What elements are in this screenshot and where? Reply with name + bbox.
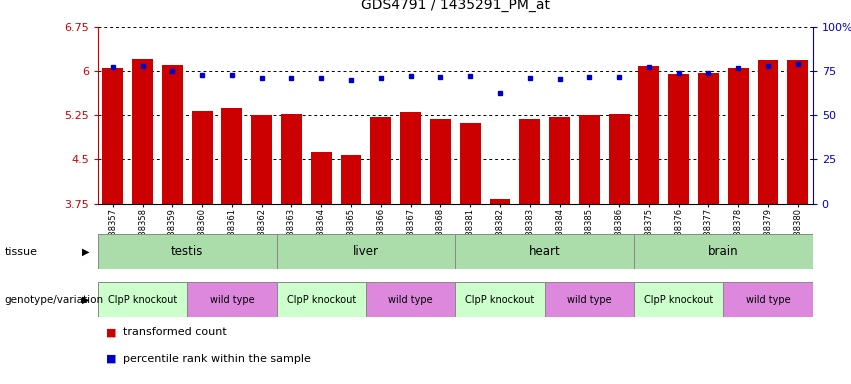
Bar (455, 282, 545, 317)
Bar (545, 282, 634, 317)
Bar (251, 115, 272, 204)
Bar (460, 123, 481, 204)
Bar (340, 155, 362, 204)
Text: wild type: wild type (567, 295, 612, 305)
Bar (549, 117, 570, 204)
Text: ▶: ▶ (82, 247, 89, 257)
Bar (634, 234, 813, 269)
Text: ■: ■ (106, 327, 117, 337)
Bar (370, 117, 391, 204)
Bar (191, 111, 213, 204)
Text: ■: ■ (106, 354, 117, 364)
Bar (366, 282, 455, 317)
Text: ClpP knockout: ClpP knockout (644, 295, 713, 305)
Text: liver: liver (353, 245, 379, 258)
Bar (400, 112, 421, 204)
Bar (519, 119, 540, 204)
Text: ClpP knockout: ClpP knockout (108, 295, 177, 305)
Bar (455, 234, 634, 269)
Bar (757, 60, 779, 204)
Bar (281, 114, 302, 204)
Bar (634, 282, 723, 317)
Text: tissue: tissue (4, 247, 37, 257)
Bar (698, 73, 719, 204)
Text: testis: testis (171, 245, 203, 258)
Bar (162, 65, 183, 204)
Bar (638, 66, 660, 204)
Bar (277, 234, 455, 269)
Bar (668, 74, 689, 204)
Bar (221, 108, 243, 204)
Text: GDS4791 / 1435291_PM_at: GDS4791 / 1435291_PM_at (361, 0, 550, 12)
Text: ClpP knockout: ClpP knockout (287, 295, 356, 305)
Bar (277, 282, 366, 317)
Text: wild type: wild type (745, 295, 791, 305)
Text: heart: heart (528, 245, 561, 258)
Text: percentile rank within the sample: percentile rank within the sample (123, 354, 311, 364)
Bar (311, 152, 332, 204)
Bar (132, 59, 153, 204)
Bar (98, 234, 277, 269)
Text: ClpP knockout: ClpP knockout (465, 295, 534, 305)
Bar (728, 68, 749, 204)
Text: wild type: wild type (388, 295, 433, 305)
Text: brain: brain (708, 245, 739, 258)
Text: transformed count: transformed count (123, 327, 227, 337)
Text: wild type: wild type (209, 295, 254, 305)
Text: ▶: ▶ (82, 295, 89, 305)
Text: genotype/variation: genotype/variation (4, 295, 103, 305)
Bar (723, 282, 813, 317)
Bar (489, 199, 511, 204)
Bar (787, 60, 808, 204)
Bar (608, 114, 630, 204)
Bar (430, 119, 451, 204)
Bar (187, 282, 277, 317)
Bar (579, 114, 600, 204)
Bar (98, 282, 187, 317)
Bar (102, 68, 123, 204)
